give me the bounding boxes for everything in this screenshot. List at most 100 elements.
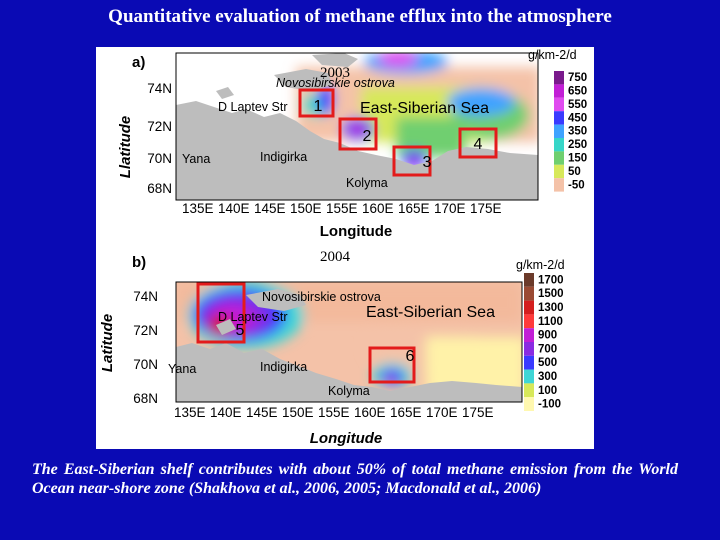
map-b: 5 6 Novosibirskie ostrova D Laptev Str E… xyxy=(99,249,565,447)
legend-label: 350 xyxy=(568,126,587,138)
legend-swatch xyxy=(524,355,534,370)
box-5 xyxy=(196,282,246,344)
y-axis-label: Latitude xyxy=(99,314,116,372)
legend-label: 1500 xyxy=(538,288,564,300)
legend-swatch xyxy=(554,151,564,165)
legend-swatch xyxy=(554,84,564,98)
place-label: Yana xyxy=(182,152,210,166)
lon-tick: 150E xyxy=(290,201,322,216)
unit-label: g/km-2/d xyxy=(516,258,565,272)
lat-tick: 74N xyxy=(147,81,172,96)
box-label: 3 xyxy=(423,154,432,171)
legend-swatch xyxy=(554,164,564,179)
place-label: East-Siberian Sea xyxy=(366,304,495,321)
legend-swatch xyxy=(554,71,564,85)
lon-tick: 135E xyxy=(182,201,214,216)
place-label: Kolyma xyxy=(346,176,388,190)
place-label: Yana xyxy=(168,362,196,376)
box-6 xyxy=(368,346,416,384)
lon-tick: 155E xyxy=(318,405,350,420)
place-label: Novosibirskie ostrova xyxy=(276,76,395,90)
lat-tick: 74N xyxy=(133,289,158,304)
lon-tick: 135E xyxy=(174,405,206,420)
legend-swatch xyxy=(524,397,534,411)
legend-swatch xyxy=(554,111,564,125)
legend-label: 100 xyxy=(538,385,557,397)
lat-tick: 70N xyxy=(133,357,158,372)
box-4 xyxy=(458,127,498,159)
x-axis-label: Longitude xyxy=(310,430,382,447)
box-label: 5 xyxy=(236,322,245,339)
lon-tick: 175E xyxy=(470,201,502,216)
year-label: 2004 xyxy=(320,249,351,265)
caption-text: The East-Siberian shelf contributes with… xyxy=(32,461,678,497)
legend-swatch xyxy=(524,328,534,342)
box-1 xyxy=(298,88,335,118)
box-3 xyxy=(392,145,432,177)
place-label: Indigirka xyxy=(260,360,307,374)
legend-label: 700 xyxy=(538,343,557,355)
box-label: 4 xyxy=(474,136,483,153)
legend-swatch xyxy=(554,124,564,138)
legend-label: 250 xyxy=(568,139,587,151)
lat-tick: 72N xyxy=(147,119,172,134)
lon-tick: 140E xyxy=(218,201,250,216)
lat-tick: 70N xyxy=(147,151,172,166)
legend-label: 1100 xyxy=(538,316,563,328)
methane-flux-maps: 1 2 3 4 Novosibirskie ostrova D Laptev S… xyxy=(99,48,587,447)
legend-swatch xyxy=(524,286,534,301)
lon-tick: 170E xyxy=(426,405,458,420)
lon-tick: 175E xyxy=(462,405,494,420)
lat-tick: 68N xyxy=(133,391,158,406)
legend-label: 50 xyxy=(568,166,581,178)
map-a: 1 2 3 4 Novosibirskie ostrova D Laptev S… xyxy=(117,48,587,240)
box-label: 2 xyxy=(363,128,372,145)
legend-swatch xyxy=(524,369,534,384)
lat-tick: 68N xyxy=(147,181,172,196)
legend-swatch xyxy=(524,383,534,398)
lon-tick: 150E xyxy=(282,405,314,420)
year-label: 2003 xyxy=(320,65,350,81)
lon-tick: 160E xyxy=(354,405,386,420)
legend-label: 650 xyxy=(568,85,587,97)
place-label: D Laptev Str xyxy=(218,100,287,114)
legend-swatch xyxy=(554,97,564,112)
panel-label: a) xyxy=(132,54,145,71)
legend-swatch xyxy=(524,300,534,315)
lon-tick: 155E xyxy=(326,201,358,216)
legend-swatch xyxy=(524,273,534,287)
legend-label: 900 xyxy=(538,330,557,342)
box-2 xyxy=(338,117,378,151)
legend-swatch xyxy=(554,178,564,192)
legend-label: 450 xyxy=(568,112,587,124)
slide-title: Quantitative evaluation of methane efflu… xyxy=(108,6,612,27)
box-label: 6 xyxy=(406,348,415,365)
legend-swatch xyxy=(554,138,564,152)
legend-label: 750 xyxy=(568,72,587,84)
legend-label: 500 xyxy=(538,357,557,369)
legend-label: -50 xyxy=(568,179,585,191)
lon-tick: 145E xyxy=(246,405,278,420)
legend-label: -100 xyxy=(538,399,561,411)
legend-swatch xyxy=(524,342,534,356)
legend-label: 1300 xyxy=(538,302,564,314)
legend-swatch xyxy=(524,314,534,329)
place-label: Kolyma xyxy=(328,384,370,398)
place-label: D Laptev Str xyxy=(218,310,287,324)
panel-label: b) xyxy=(132,254,146,271)
place-label: Novosibirskie ostrova xyxy=(262,290,381,304)
legend-label: 300 xyxy=(538,371,557,383)
lon-tick: 140E xyxy=(210,405,242,420)
legend-label: 1700 xyxy=(538,274,564,286)
lon-tick: 165E xyxy=(390,405,422,420)
figure-panel: 1 2 3 4 Novosibirskie ostrova D Laptev S… xyxy=(96,47,594,449)
y-axis-label: Llatitude xyxy=(117,116,134,179)
legend-label: 550 xyxy=(568,99,587,111)
unit-label: g/km-2/d xyxy=(528,48,577,62)
lon-tick: 160E xyxy=(362,201,394,216)
lat-tick: 72N xyxy=(133,323,158,338)
place-label: East-Siberian Sea xyxy=(360,100,489,117)
lon-tick: 165E xyxy=(398,201,430,216)
